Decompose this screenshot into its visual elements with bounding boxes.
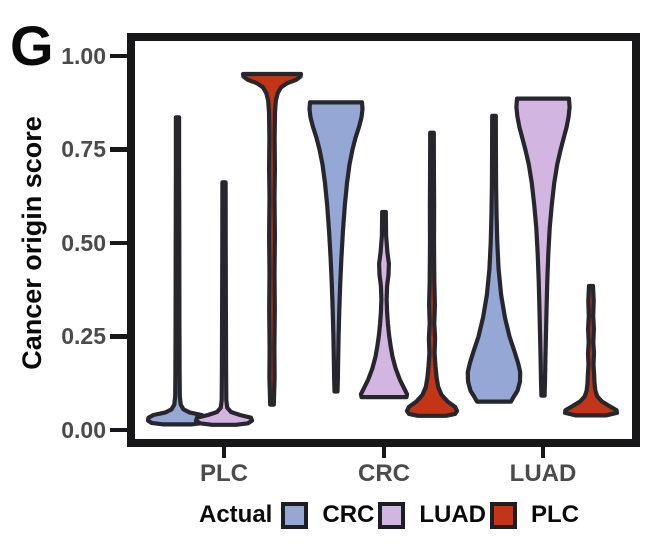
legend-item-plc: PLC [490,501,579,529]
x-tick-mark-crc [381,447,387,458]
legend-swatch-crc [281,501,309,529]
y-tick-label-0.00: 0.00 [61,416,106,443]
y-tick-mark-1.00 [110,53,127,59]
legend-item-luad: LUAD [378,501,486,529]
x-tick-mark-plc [221,447,227,458]
legend-swatch-luad [378,501,406,529]
y-tick-label-1.00: 1.00 [61,42,106,69]
x-tick-label-plc: PLC [200,460,248,487]
legend-label-crc: CRC [322,501,375,528]
legend-label-luad: LUAD [419,501,487,528]
violin-luad-actual-plc [562,283,620,418]
violin-plc-actual-luad [193,180,255,427]
violin-luad-actual-luad [514,96,572,398]
panel-label: G [10,14,54,77]
y-tick-label-0.25: 0.25 [61,323,106,349]
legend-swatch-plc [490,501,518,529]
violin-crc-actual-crc [307,100,365,394]
violin-luad-actual-crc [465,113,523,404]
y-tick-mark-0.00 [110,427,127,433]
y-tick-mark-0.75 [110,147,127,152]
violin-layer [145,71,620,427]
plot-area [127,33,640,447]
x-tick-label-crc: CRC [358,460,410,487]
violin-plc-actual-plc [240,71,304,407]
legend-title: Actual [199,501,273,528]
violin-crc-actual-plc [404,130,460,418]
y-tick-mark-0.50 [110,240,127,246]
y-tick-label-0.75: 0.75 [61,136,106,162]
x-tick-mark-luad [540,447,546,458]
legend: Actual CRC LUAD PLC [199,501,583,529]
legend-label-plc: PLC [531,501,580,528]
violin-plc-actual-crc [145,115,210,427]
violin-crc-actual-luad [358,209,410,400]
y-tick-mark-0.25 [110,334,127,339]
legend-item-crc: CRC [281,501,374,529]
x-tick-label-luad: LUAD [509,460,577,487]
y-tick-label-0.50: 0.50 [61,229,106,256]
